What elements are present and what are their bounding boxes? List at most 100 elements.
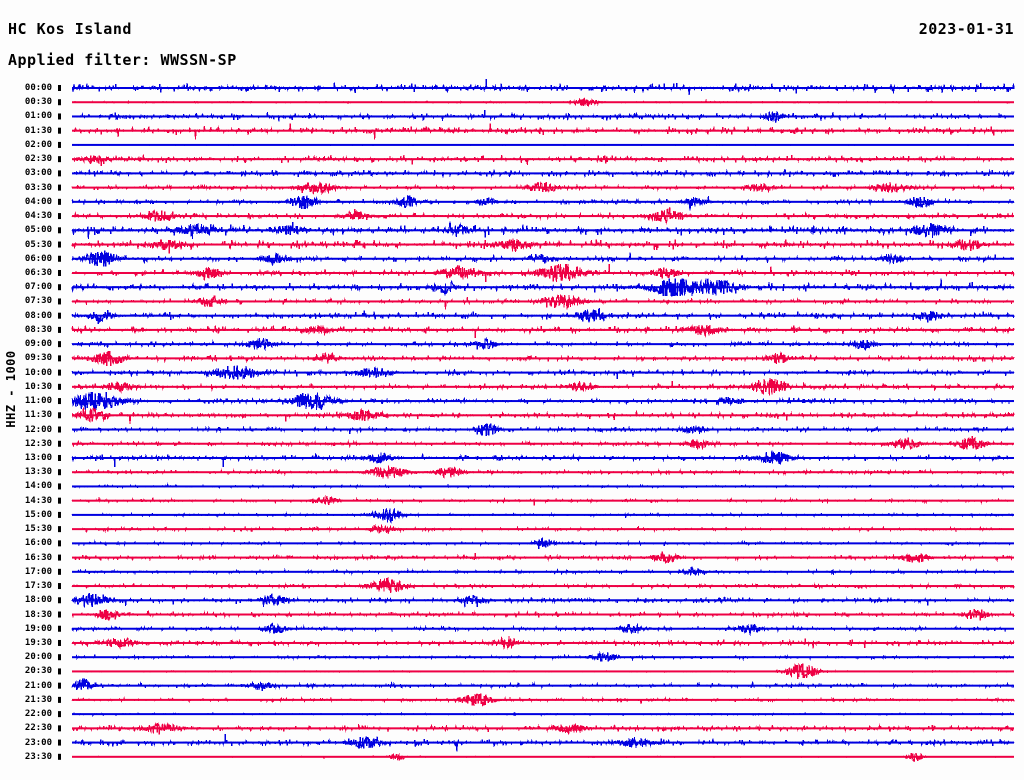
time-label: 01:30 [24, 125, 52, 136]
time-label: 09:00 [24, 339, 52, 350]
trace-baseline [72, 627, 1014, 630]
time-label: 14:30 [24, 495, 52, 506]
axis-tick [58, 668, 61, 675]
time-label: 05:00 [24, 225, 52, 236]
time-label: 02:30 [24, 154, 52, 165]
trace-baseline [72, 713, 1014, 716]
trace-baseline [72, 257, 1014, 260]
trace-baseline [72, 684, 1014, 687]
axis-tick [58, 583, 61, 590]
trace-baseline [72, 741, 1014, 744]
axis-tick [58, 426, 61, 433]
trace-baseline [72, 570, 1014, 573]
trace-baseline [72, 599, 1014, 602]
trace-baseline [72, 371, 1014, 374]
axis-tick [58, 369, 61, 376]
axis-tick [58, 511, 61, 518]
trace-baseline [72, 400, 1014, 403]
axis-tick [58, 696, 61, 703]
time-label: 18:00 [24, 595, 52, 606]
applied-filter-label: Applied filter: WWSSN-SP [8, 51, 237, 69]
trace-baseline [72, 158, 1014, 161]
trace-line [71, 324, 1015, 338]
time-label: 03:30 [24, 182, 52, 193]
time-label: 22:00 [24, 709, 52, 720]
time-label: 07:30 [24, 296, 52, 307]
trace-line [71, 238, 1015, 254]
trace-line [71, 678, 1015, 691]
trace-baseline [72, 129, 1014, 132]
axis-tick [58, 269, 61, 276]
axis-tick [58, 99, 61, 106]
axis-tick [58, 312, 61, 319]
trace-baseline [72, 271, 1014, 274]
axis-tick [58, 284, 61, 291]
trace-baseline [72, 215, 1014, 218]
time-label: 03:00 [24, 168, 52, 179]
time-label: 20:30 [24, 666, 52, 677]
axis-tick [58, 255, 61, 262]
time-label: 02:00 [24, 139, 52, 150]
time-label: 14:00 [24, 481, 52, 492]
axis-tick [58, 497, 61, 504]
trace-baseline [72, 727, 1014, 730]
time-label: 12:30 [24, 438, 52, 449]
time-label: 01:00 [24, 111, 52, 122]
time-label: 17:30 [24, 581, 52, 592]
axis-tick [58, 184, 61, 191]
trace-baseline [72, 229, 1014, 232]
time-label: 04:30 [24, 211, 52, 222]
time-label: 08:00 [24, 310, 52, 321]
trace-baseline [72, 101, 1014, 104]
time-label: 16:30 [24, 552, 52, 563]
axis-tick [58, 113, 61, 120]
trace-line [71, 154, 1015, 166]
axis-tick [58, 326, 61, 333]
trace-baseline [72, 698, 1014, 701]
trace-baseline [72, 343, 1014, 346]
time-label: 19:00 [24, 623, 52, 634]
station-title: HC Kos Island [8, 20, 132, 38]
time-label: 00:30 [24, 97, 52, 108]
axis-tick [58, 711, 61, 718]
axis-tick [58, 554, 61, 561]
time-label: 04:00 [24, 196, 52, 207]
axis-tick [58, 398, 61, 405]
time-label: 10:00 [24, 367, 52, 378]
axis-tick [58, 625, 61, 632]
axis-tick [58, 682, 61, 689]
axis-tick [58, 412, 61, 419]
trace-baseline [72, 528, 1014, 531]
trace-baseline [72, 499, 1014, 502]
time-label: 09:30 [24, 353, 52, 364]
time-label: 21:30 [24, 694, 52, 705]
axis-tick [58, 597, 61, 604]
trace-baseline [72, 456, 1014, 459]
trace-baseline [72, 186, 1014, 189]
trace-baseline [72, 513, 1014, 516]
time-label: 10:30 [24, 381, 52, 392]
axis-tick [58, 127, 61, 134]
time-label: 11:30 [24, 410, 52, 421]
axis-tick [58, 341, 61, 348]
axis-tick [58, 526, 61, 533]
trace-baseline [72, 755, 1014, 758]
time-label: 12:00 [24, 424, 52, 435]
trace-baseline [72, 656, 1014, 659]
axis-tick [58, 540, 61, 547]
axis-tick [58, 170, 61, 177]
time-label: 15:00 [24, 509, 52, 520]
axis-tick [58, 639, 61, 646]
trace-baseline [72, 357, 1014, 360]
time-label: 23:30 [24, 751, 52, 762]
time-label: 06:30 [24, 267, 52, 278]
time-label: 00:00 [24, 83, 52, 93]
trace-baseline [72, 286, 1014, 289]
trace-baseline [72, 556, 1014, 559]
axis-tick [58, 298, 61, 305]
axis-tick [58, 213, 61, 220]
trace-baseline [72, 485, 1014, 488]
axis-tick [58, 355, 61, 362]
